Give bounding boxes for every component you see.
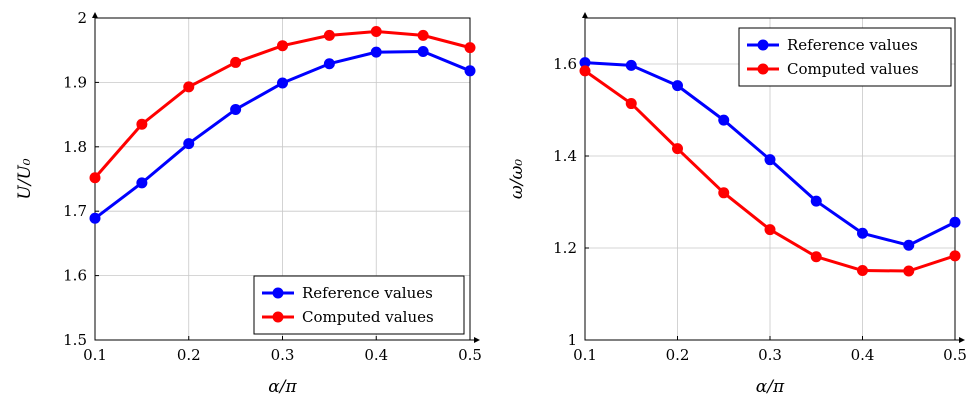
data-point-computed	[718, 187, 730, 199]
data-point-computed	[764, 224, 776, 236]
data-point-reference	[672, 80, 683, 92]
y-tick-label: 1.2	[553, 239, 577, 257]
legend-box	[253, 275, 465, 335]
x-tick-label: 0.5	[943, 346, 967, 364]
y-axis-arrow	[582, 12, 588, 18]
legend: Reference values Computed values	[738, 27, 952, 87]
y-tick-label: 1.5	[63, 331, 87, 349]
data-point-computed	[810, 251, 822, 263]
legend-swatch-marker	[757, 63, 769, 75]
data-point-computed	[417, 29, 429, 41]
data-point-reference	[89, 212, 101, 224]
data-point-reference	[136, 177, 148, 189]
y-axis-label: U/U₀	[15, 158, 35, 199]
x-axis-label: α/π	[756, 377, 785, 397]
data-point-computed	[672, 143, 683, 155]
y-tick-label: 1.7	[63, 202, 87, 220]
data-point-reference	[579, 57, 591, 69]
data-point-computed	[183, 81, 195, 93]
x-tick-label: 0.4	[851, 346, 875, 364]
x-axis-label: α/π	[268, 377, 297, 397]
data-point-reference	[183, 138, 195, 150]
data-point-computed	[277, 40, 288, 52]
x-tick-label: 0.5	[458, 346, 482, 364]
data-point-reference	[949, 216, 961, 228]
data-point-reference	[464, 65, 476, 77]
x-tick-label: 0.4	[364, 346, 388, 364]
chart-2: 0.1 0.2 0.3 0.4 0.5 1 1.2 1.4 1.6 α/π ω/ω₀ Referenc…	[507, 12, 967, 397]
y-tick-label: 1.4	[553, 147, 577, 165]
y-tick-label: 1	[567, 331, 577, 349]
plot-frame	[584, 17, 956, 341]
data-point-reference	[625, 59, 637, 71]
x-tick-label: 0.1	[83, 346, 107, 364]
y-axis-arrow	[92, 12, 98, 18]
legend-box	[738, 27, 952, 87]
legend-swatch-marker	[757, 39, 769, 51]
data-point-computed	[857, 265, 868, 277]
data-point-reference	[417, 45, 429, 57]
data-point-computed	[579, 65, 591, 77]
data-point-reference	[764, 154, 776, 166]
legend-swatch-marker	[272, 311, 284, 323]
data-point-computed	[903, 265, 915, 277]
data-point-computed	[230, 56, 242, 68]
x-tick-label: 0.3	[758, 346, 782, 364]
x-tick-label: 0.1	[573, 346, 597, 364]
data-point-reference	[370, 46, 382, 58]
data-point-computed	[625, 98, 637, 110]
y-tick-label: 1.6	[63, 267, 87, 285]
data-point-reference	[857, 227, 868, 239]
y-axis-label: ω/ω₀	[507, 159, 527, 199]
data-point-reference	[230, 103, 242, 115]
data-point-reference	[277, 77, 288, 89]
data-point-reference	[810, 195, 822, 207]
legend-entry: Reference values	[302, 284, 433, 302]
legend: Reference values Computed values	[253, 275, 465, 335]
legend-entry: Computed values	[787, 60, 919, 78]
y-tick-label: 1.9	[63, 73, 87, 91]
x-tick-label: 0.2	[666, 346, 690, 364]
legend-entry: Computed values	[302, 308, 434, 326]
y-tick-label: 1.8	[63, 138, 87, 156]
data-point-computed	[370, 26, 382, 38]
x-tick-label: 0.2	[177, 346, 201, 364]
data-point-computed	[464, 42, 476, 54]
data-point-computed	[89, 172, 101, 184]
legend-entry: Reference values	[787, 36, 918, 54]
data-point-reference	[323, 58, 335, 70]
data-point-computed	[949, 250, 961, 262]
data-point-computed	[136, 118, 148, 130]
y-tick-label: 2	[77, 9, 87, 27]
legend-swatch-marker	[272, 287, 284, 299]
data-point-computed	[323, 29, 335, 41]
x-tick-label: 0.3	[271, 346, 295, 364]
data-point-reference	[903, 239, 915, 251]
data-point-reference	[718, 114, 730, 126]
chart-1: 0.1 0.2 0.3 0.4 0.5 1.5 1.6 1.7 1.8 1.9 2 α/π U/U₀ Re…	[15, 9, 482, 397]
y-tick-label: 1.6	[553, 55, 577, 73]
